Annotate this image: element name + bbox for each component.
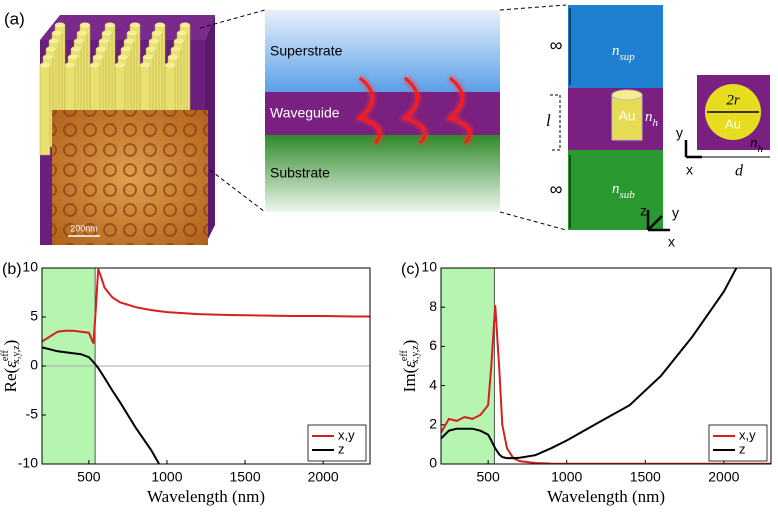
legend-label: z — [338, 441, 345, 456]
index-label: nsub — [612, 181, 635, 200]
x-tick-label: 1000 — [151, 469, 182, 485]
label-part: eff — [0, 349, 11, 361]
radius-label: 2r — [726, 92, 740, 108]
label-sub: sub — [620, 189, 636, 201]
axis-label: y — [672, 205, 679, 221]
y-tick-label: 5 — [30, 308, 38, 324]
x-axis-label: Wavelength (nm) — [147, 487, 265, 506]
label-part: eff — [399, 349, 410, 361]
label-part: x,y,z — [410, 345, 421, 364]
legend-box — [708, 424, 768, 462]
infinity: ∞ — [550, 35, 563, 55]
y-tick-label: 8 — [429, 298, 437, 314]
y-axis-label: Im(εeffx,y,z) — [399, 340, 421, 393]
index-label: nh — [645, 109, 659, 128]
legend-label: x,y — [739, 427, 756, 442]
x-tick-label: 500 — [476, 469, 500, 485]
chart: 500 1000 1500 2000 -10 -5 0 5 10 x,yz (b) Wavelengt… — [0, 259, 371, 506]
x-tick-label: 1000 — [551, 469, 582, 485]
x-tick-label: 2000 — [308, 469, 339, 485]
y-tick-label: 10 — [22, 259, 38, 275]
axis-label: x — [686, 162, 693, 178]
plot-frame — [41, 267, 371, 465]
charts: 500 1000 1500 2000-10-50510x,yz(b)Wavelengt… — [0, 259, 772, 506]
x-tick-label: 1500 — [630, 469, 661, 485]
unit-column: ∞ ∞ l Au nsup nh nsub z y x — [546, 5, 679, 250]
series-group — [42, 268, 370, 464]
y-tick-label: 6 — [429, 337, 437, 353]
label-part: ) — [1, 340, 20, 346]
waveguide-layers: Superstrate Waveguide Substrate — [265, 10, 500, 212]
label-part: ε — [400, 361, 419, 368]
series-line — [441, 268, 738, 460]
axis-label: z — [640, 203, 647, 219]
legend-box — [307, 424, 367, 462]
series-line — [42, 346, 160, 464]
unit-cell: 2r Au nh y x d — [676, 75, 770, 180]
y-tick-label: 10 — [421, 259, 437, 275]
label-part: Re( — [1, 367, 20, 392]
label-sub: h — [653, 117, 659, 129]
series-line — [42, 268, 370, 344]
y-tick-label: -10 — [18, 455, 38, 471]
layer-label: Superstrate — [270, 43, 343, 59]
label-sub: h — [758, 143, 764, 155]
plot-frame — [440, 267, 772, 465]
chart: 500 1000 1500 2000 0 2 4 6 8 10 x,yz (c) Wavelength … — [399, 259, 772, 506]
y-tick-label: 2 — [429, 416, 437, 432]
y-axis-label: Re(εeffx,y,z) — [0, 340, 22, 393]
layer-label: Substrate — [270, 165, 330, 181]
index-label: nh — [750, 135, 764, 154]
label-base: n — [750, 135, 758, 151]
label-base: n — [612, 43, 620, 59]
label-sub: sup — [620, 51, 636, 63]
label-part: ε — [1, 361, 20, 368]
au-label: Au — [725, 116, 741, 131]
au-label: Au — [618, 108, 635, 124]
label-part: ) — [400, 340, 419, 346]
panel-label: (b) — [2, 261, 22, 278]
period-label: d — [735, 163, 744, 180]
legend-label: x,y — [338, 427, 355, 442]
scale-bar: 200nm — [70, 223, 98, 233]
y-tick-label: 0 — [30, 357, 38, 373]
label-part: x,y,z — [11, 345, 22, 364]
connector — [199, 4, 567, 231]
index-label: nsup — [612, 43, 635, 62]
legend-label: z — [739, 441, 746, 456]
layer-label: Waveguide — [270, 105, 340, 121]
y-tick-label: 0 — [429, 455, 437, 471]
x-tick-label: 500 — [77, 469, 101, 485]
y-tick-label: 4 — [429, 376, 437, 392]
x-tick-label: 1500 — [229, 469, 260, 485]
x-axis-label: Wavelength (nm) — [547, 487, 665, 506]
label-base: n — [612, 181, 620, 197]
panel-label: (a) — [4, 9, 25, 28]
nanorod-array: 200nm — [39, 15, 215, 245]
axis-label: y — [676, 125, 683, 141]
panel-label: (c) — [401, 261, 420, 278]
label-part: Im( — [400, 367, 419, 392]
label-base: n — [645, 109, 653, 125]
y-tick-label: -5 — [26, 406, 39, 422]
infinity: ∞ — [550, 179, 563, 199]
x-tick-label: 2000 — [708, 469, 739, 485]
length-label: l — [546, 111, 551, 130]
axis-label: x — [668, 234, 675, 250]
